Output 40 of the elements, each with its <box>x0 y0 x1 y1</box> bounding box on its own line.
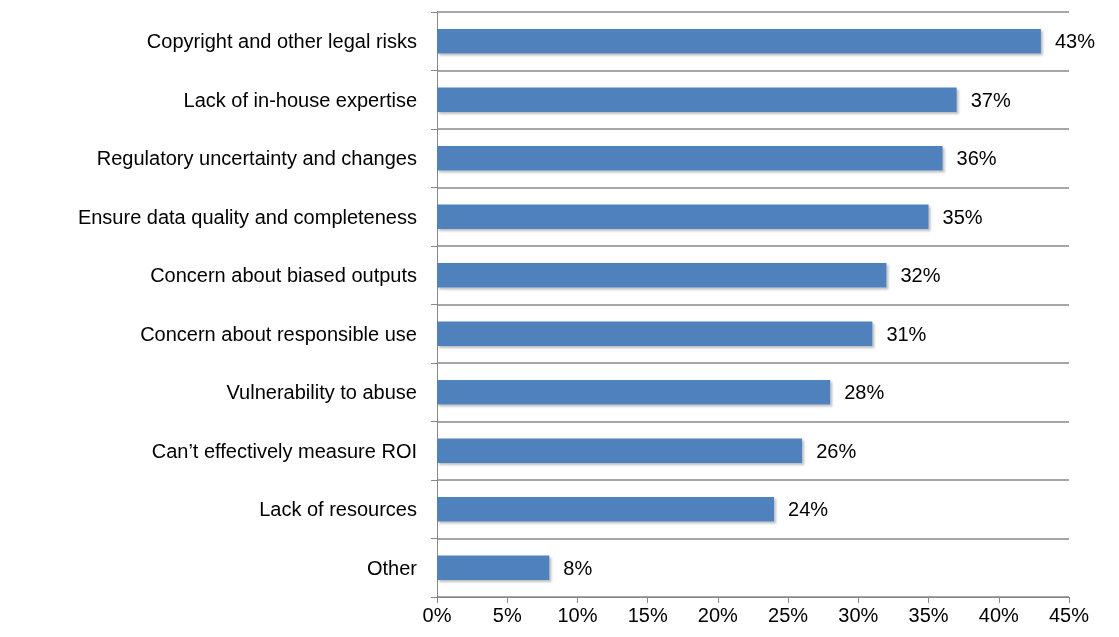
bar <box>437 321 873 347</box>
data-label: 8% <box>563 556 593 579</box>
data-label: 31% <box>886 322 927 345</box>
y-tick-label: Other <box>366 556 418 579</box>
data-label: 37% <box>970 88 1011 111</box>
y-tick-label: Concern about responsible use <box>140 322 417 345</box>
bar <box>437 145 943 171</box>
y-tick-label: Regulatory uncertainty and changes <box>96 147 417 170</box>
bar <box>437 28 1041 54</box>
bar <box>437 555 550 581</box>
data-label: 43% <box>1054 30 1096 53</box>
x-tick-label: 40% <box>978 604 1020 626</box>
bar <box>437 204 929 230</box>
bar <box>437 438 803 464</box>
bar <box>437 379 831 405</box>
x-tick-label: 0% <box>422 604 452 626</box>
y-tick-label: Can’t effectively measure ROI <box>151 439 417 462</box>
y-tick-label: Copyright and other legal risks <box>146 30 417 53</box>
data-label: 24% <box>788 498 829 521</box>
data-label: 26% <box>816 439 857 462</box>
y-tick-label: Vulnerability to abuse <box>226 381 417 404</box>
x-tick-label: 10% <box>557 604 598 626</box>
y-tick-label: Ensure data quality and completeness <box>77 205 417 228</box>
x-tick-label: 25% <box>768 604 809 626</box>
y-tick-label: Lack of resources <box>259 498 417 521</box>
x-tick-label: 30% <box>838 604 879 626</box>
y-tick-label: Concern about biased outputs <box>150 264 417 287</box>
x-tick-label: 15% <box>627 604 668 626</box>
data-label: 32% <box>900 264 941 287</box>
bar <box>437 262 887 288</box>
x-tick-label: 45% <box>1048 604 1090 626</box>
y-tick-label: Lack of in-house expertise <box>183 88 417 111</box>
x-tick-label: 20% <box>697 604 739 626</box>
bar <box>437 496 775 522</box>
data-label: 28% <box>844 381 885 404</box>
data-label: 36% <box>956 147 997 170</box>
data-label: 35% <box>942 205 983 228</box>
bar <box>437 87 957 113</box>
x-tick-label: 35% <box>908 604 949 626</box>
x-tick-label: 5% <box>492 604 522 626</box>
